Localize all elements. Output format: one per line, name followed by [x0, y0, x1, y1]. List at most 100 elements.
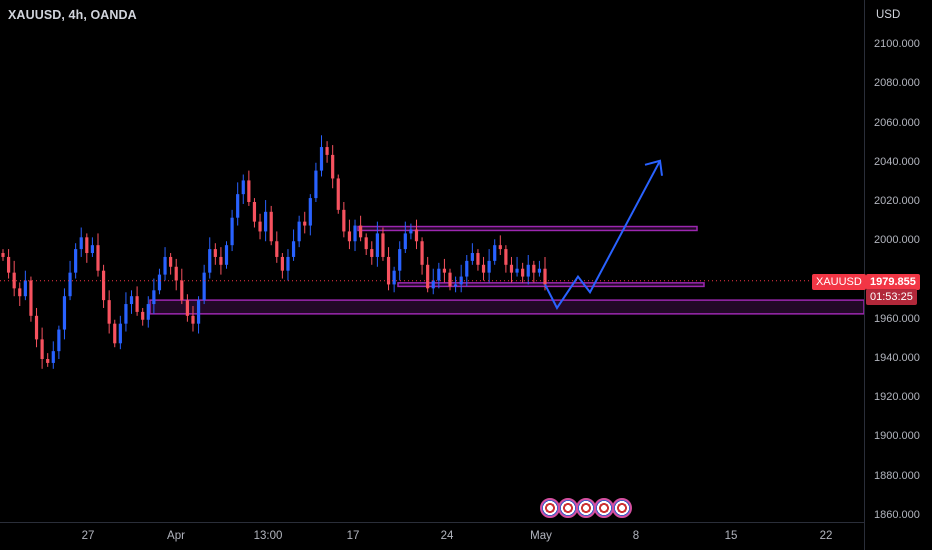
countdown-tag: 01:53:25 [866, 289, 917, 305]
zones-layer [149, 225, 865, 315]
candle [431, 268, 435, 295]
candle [224, 241, 229, 269]
candle [504, 245, 508, 273]
candle [107, 290, 111, 334]
candle [398, 241, 402, 281]
zone-rectangle[interactable] [149, 299, 865, 315]
candle [6, 249, 11, 279]
time-tick-label: 15 [724, 530, 738, 542]
candle [403, 221, 407, 254]
candle [381, 227, 385, 261]
time-tick-label: 17 [346, 530, 360, 542]
candle [202, 264, 206, 305]
time-tick-label: 13:00 [253, 530, 283, 542]
candle [23, 270, 27, 301]
us-flag-icon[interactable] [594, 498, 614, 518]
candle [426, 256, 430, 293]
candle [247, 170, 251, 206]
price-tick-label: 2060.000 [874, 117, 920, 129]
candle [230, 209, 234, 252]
candle [124, 292, 128, 332]
price-tick-label: 2020.000 [874, 195, 920, 207]
us-flag-icon[interactable] [540, 498, 560, 518]
projection-path[interactable] [544, 160, 661, 310]
candle [74, 243, 78, 279]
candle [236, 182, 240, 226]
candle [331, 145, 335, 189]
price-tick-label: 2000.000 [874, 234, 920, 246]
candle [152, 278, 156, 314]
time-tick-label: 27 [81, 530, 95, 542]
candle [141, 307, 145, 326]
price-tick-label: 1880.000 [874, 470, 920, 482]
candle [208, 237, 212, 279]
candle [146, 296, 150, 328]
currency-label[interactable]: USD [876, 9, 901, 21]
candle [213, 243, 217, 265]
candle [420, 237, 424, 275]
candle [359, 215, 363, 242]
price-tick-label: 1940.000 [874, 352, 920, 364]
candle [252, 198, 257, 228]
candle [453, 276, 458, 293]
candle [364, 233, 368, 255]
candle [85, 233, 89, 263]
candle [163, 247, 167, 281]
candle [347, 219, 352, 250]
candle [509, 256, 514, 283]
candle [68, 260, 72, 301]
candle [280, 253, 284, 279]
candle [409, 223, 413, 240]
candle [57, 325, 61, 359]
candle [286, 249, 290, 281]
zone-rectangle[interactable] [357, 225, 698, 232]
candle [470, 243, 474, 265]
price-tick-label: 1860.000 [874, 509, 920, 521]
candle [437, 262, 441, 289]
time-tick-label: 22 [819, 530, 833, 542]
us-flag-icon[interactable] [612, 498, 632, 518]
candle [459, 264, 463, 293]
candle [275, 231, 279, 263]
candle [96, 233, 100, 277]
candle [101, 264, 106, 308]
candle [129, 290, 134, 314]
price-tick-label: 2040.000 [874, 156, 920, 168]
candle [353, 219, 357, 252]
candle [174, 258, 178, 291]
candle [191, 306, 195, 332]
candle [169, 253, 173, 275]
candle [515, 256, 519, 277]
projection-layer [544, 159, 663, 310]
candle [118, 315, 122, 350]
candle [18, 282, 22, 307]
candle [392, 266, 396, 293]
last-price-tag: 1979.855 [866, 274, 920, 290]
candle [414, 219, 419, 250]
time-tick-label: 24 [440, 530, 454, 542]
candle [196, 296, 201, 334]
time-tick-label: Apr [167, 530, 185, 542]
candles-layer [1, 135, 547, 369]
us-flag-icon[interactable] [576, 498, 596, 518]
price-tick-label: 2100.000 [874, 38, 920, 50]
symbol-title[interactable]: XAUUSD, 4h, OANDA [8, 8, 137, 22]
price-tick-label: 1900.000 [874, 430, 920, 442]
us-flag-icon[interactable] [558, 498, 578, 518]
candle [314, 162, 318, 202]
candle [498, 235, 502, 255]
candle [46, 353, 50, 367]
time-axis[interactable] [0, 522, 864, 550]
candle [291, 229, 296, 261]
candle [79, 227, 83, 257]
arrow-head-icon [644, 159, 663, 176]
candle [157, 268, 162, 295]
candle [532, 260, 536, 283]
zone-rectangle[interactable] [397, 282, 705, 288]
candle [537, 260, 542, 277]
candle [12, 260, 16, 297]
symbol-price-tag: XAUUSD [812, 274, 866, 290]
candle [34, 307, 39, 348]
candle [90, 237, 95, 257]
